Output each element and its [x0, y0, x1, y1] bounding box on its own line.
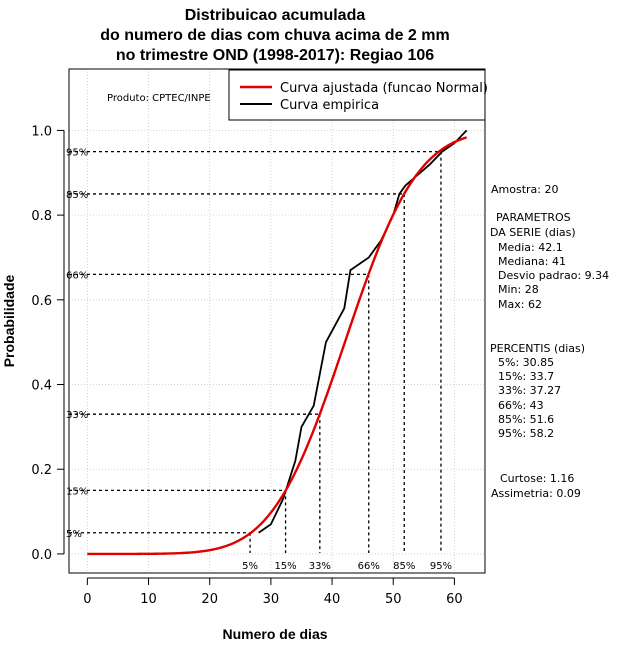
chart-title-line-1: Distribuicao acumulada: [185, 7, 366, 24]
x-tick-label: 40: [324, 592, 341, 607]
percentil-33: 33%: 37.27: [498, 384, 561, 397]
param-mean: Media: 42.1: [498, 241, 563, 254]
x-axis-label: Numero de dias: [222, 626, 327, 642]
percentile-label-x: 15%: [274, 561, 296, 572]
skewness: Assimetria: 0.09: [491, 487, 581, 500]
percentile-label-x: 95%: [430, 561, 452, 572]
percentil-85: 85%: 51.6: [498, 413, 554, 426]
param-max: Max: 62: [498, 298, 542, 311]
chart-title-line-2: do numero de dias com chuva acima de 2 m…: [100, 27, 449, 44]
x-tick-label: 20: [201, 592, 218, 607]
percentile-label-x: 85%: [393, 561, 415, 572]
empirical-curve: [258, 129, 468, 534]
percentile-label-y: 15%: [66, 486, 88, 497]
x-tick-label: 0: [83, 592, 91, 607]
x-tick-label: 30: [263, 592, 280, 607]
percentil-5: 5%: 30.85: [498, 356, 554, 369]
kurtosis: Curtose: 1.16: [500, 472, 574, 485]
x-tick-label: 60: [446, 592, 463, 607]
sample-size: Amostra: 20: [491, 183, 558, 196]
x-tick-label: 10: [140, 592, 157, 607]
y-tick-label: 0.0: [31, 548, 52, 563]
legend-box: [228, 69, 486, 121]
y-tick-label: 1.0: [31, 124, 52, 139]
percentile-label-x: 66%: [358, 561, 380, 572]
param-median: Mediana: 41: [498, 255, 566, 268]
chart-title-line-3: no trimestre OND (1998-2017): Regiao 106: [116, 47, 434, 64]
percentile-label-x: 5%: [242, 561, 258, 572]
param-min: Min: 28: [498, 283, 539, 296]
params-header-1: PARAMETROS: [496, 211, 571, 224]
y-tick-label: 0.8: [31, 209, 52, 224]
percentile-label-y: 85%: [66, 190, 88, 201]
percentile-label-y: 33%: [66, 410, 88, 421]
plot-frame: [68, 68, 486, 574]
y-tick-label: 0.6: [31, 294, 52, 309]
percentil-95: 95%: 58.2: [498, 427, 554, 440]
percentile-guides: 5% 5% 15% 15% 33% 33% 66% 66% 85% 85% 95% 95%: [66, 148, 452, 572]
percentile-label-y: 66%: [66, 270, 88, 281]
percentile-label-y: 5%: [66, 529, 82, 540]
y-axis-label: Probabilidade: [1, 275, 17, 368]
percentile-label-y: 95%: [66, 148, 88, 159]
legend: Curva ajustada (funcao Normal) Curva emp…: [228, 69, 488, 121]
legend-label-normal: Curva ajustada (funcao Normal): [280, 81, 488, 96]
percentil-15: 15%: 33.7: [498, 370, 554, 383]
param-sd: Desvio padrao: 9.34: [498, 269, 609, 282]
percentile-label-x: 33%: [309, 561, 331, 572]
x-tick-label: 50: [385, 592, 402, 607]
normal-fit-curve: [87, 136, 468, 556]
y-axis: 0.0 0.2 0.4 0.6 0.8 1.0: [31, 124, 65, 563]
percentis-header: PERCENTIS (dias): [490, 342, 585, 355]
params-header-2: DA SERIE (dias): [490, 226, 576, 239]
y-tick-label: 0.2: [31, 463, 52, 478]
product-label: Produto: CPTEC/INPE: [107, 93, 211, 104]
grid: [69, 69, 485, 573]
side-panel: Amostra: 20 PARAMETROS DA SERIE (dias) M…: [490, 183, 609, 500]
legend-label-empirical: Curva empirica: [280, 98, 379, 113]
y-tick-label: 0.4: [31, 379, 52, 394]
x-axis: 0 10 20 30 40 50 60: [83, 577, 463, 607]
percentil-66: 66%: 43: [498, 399, 544, 412]
